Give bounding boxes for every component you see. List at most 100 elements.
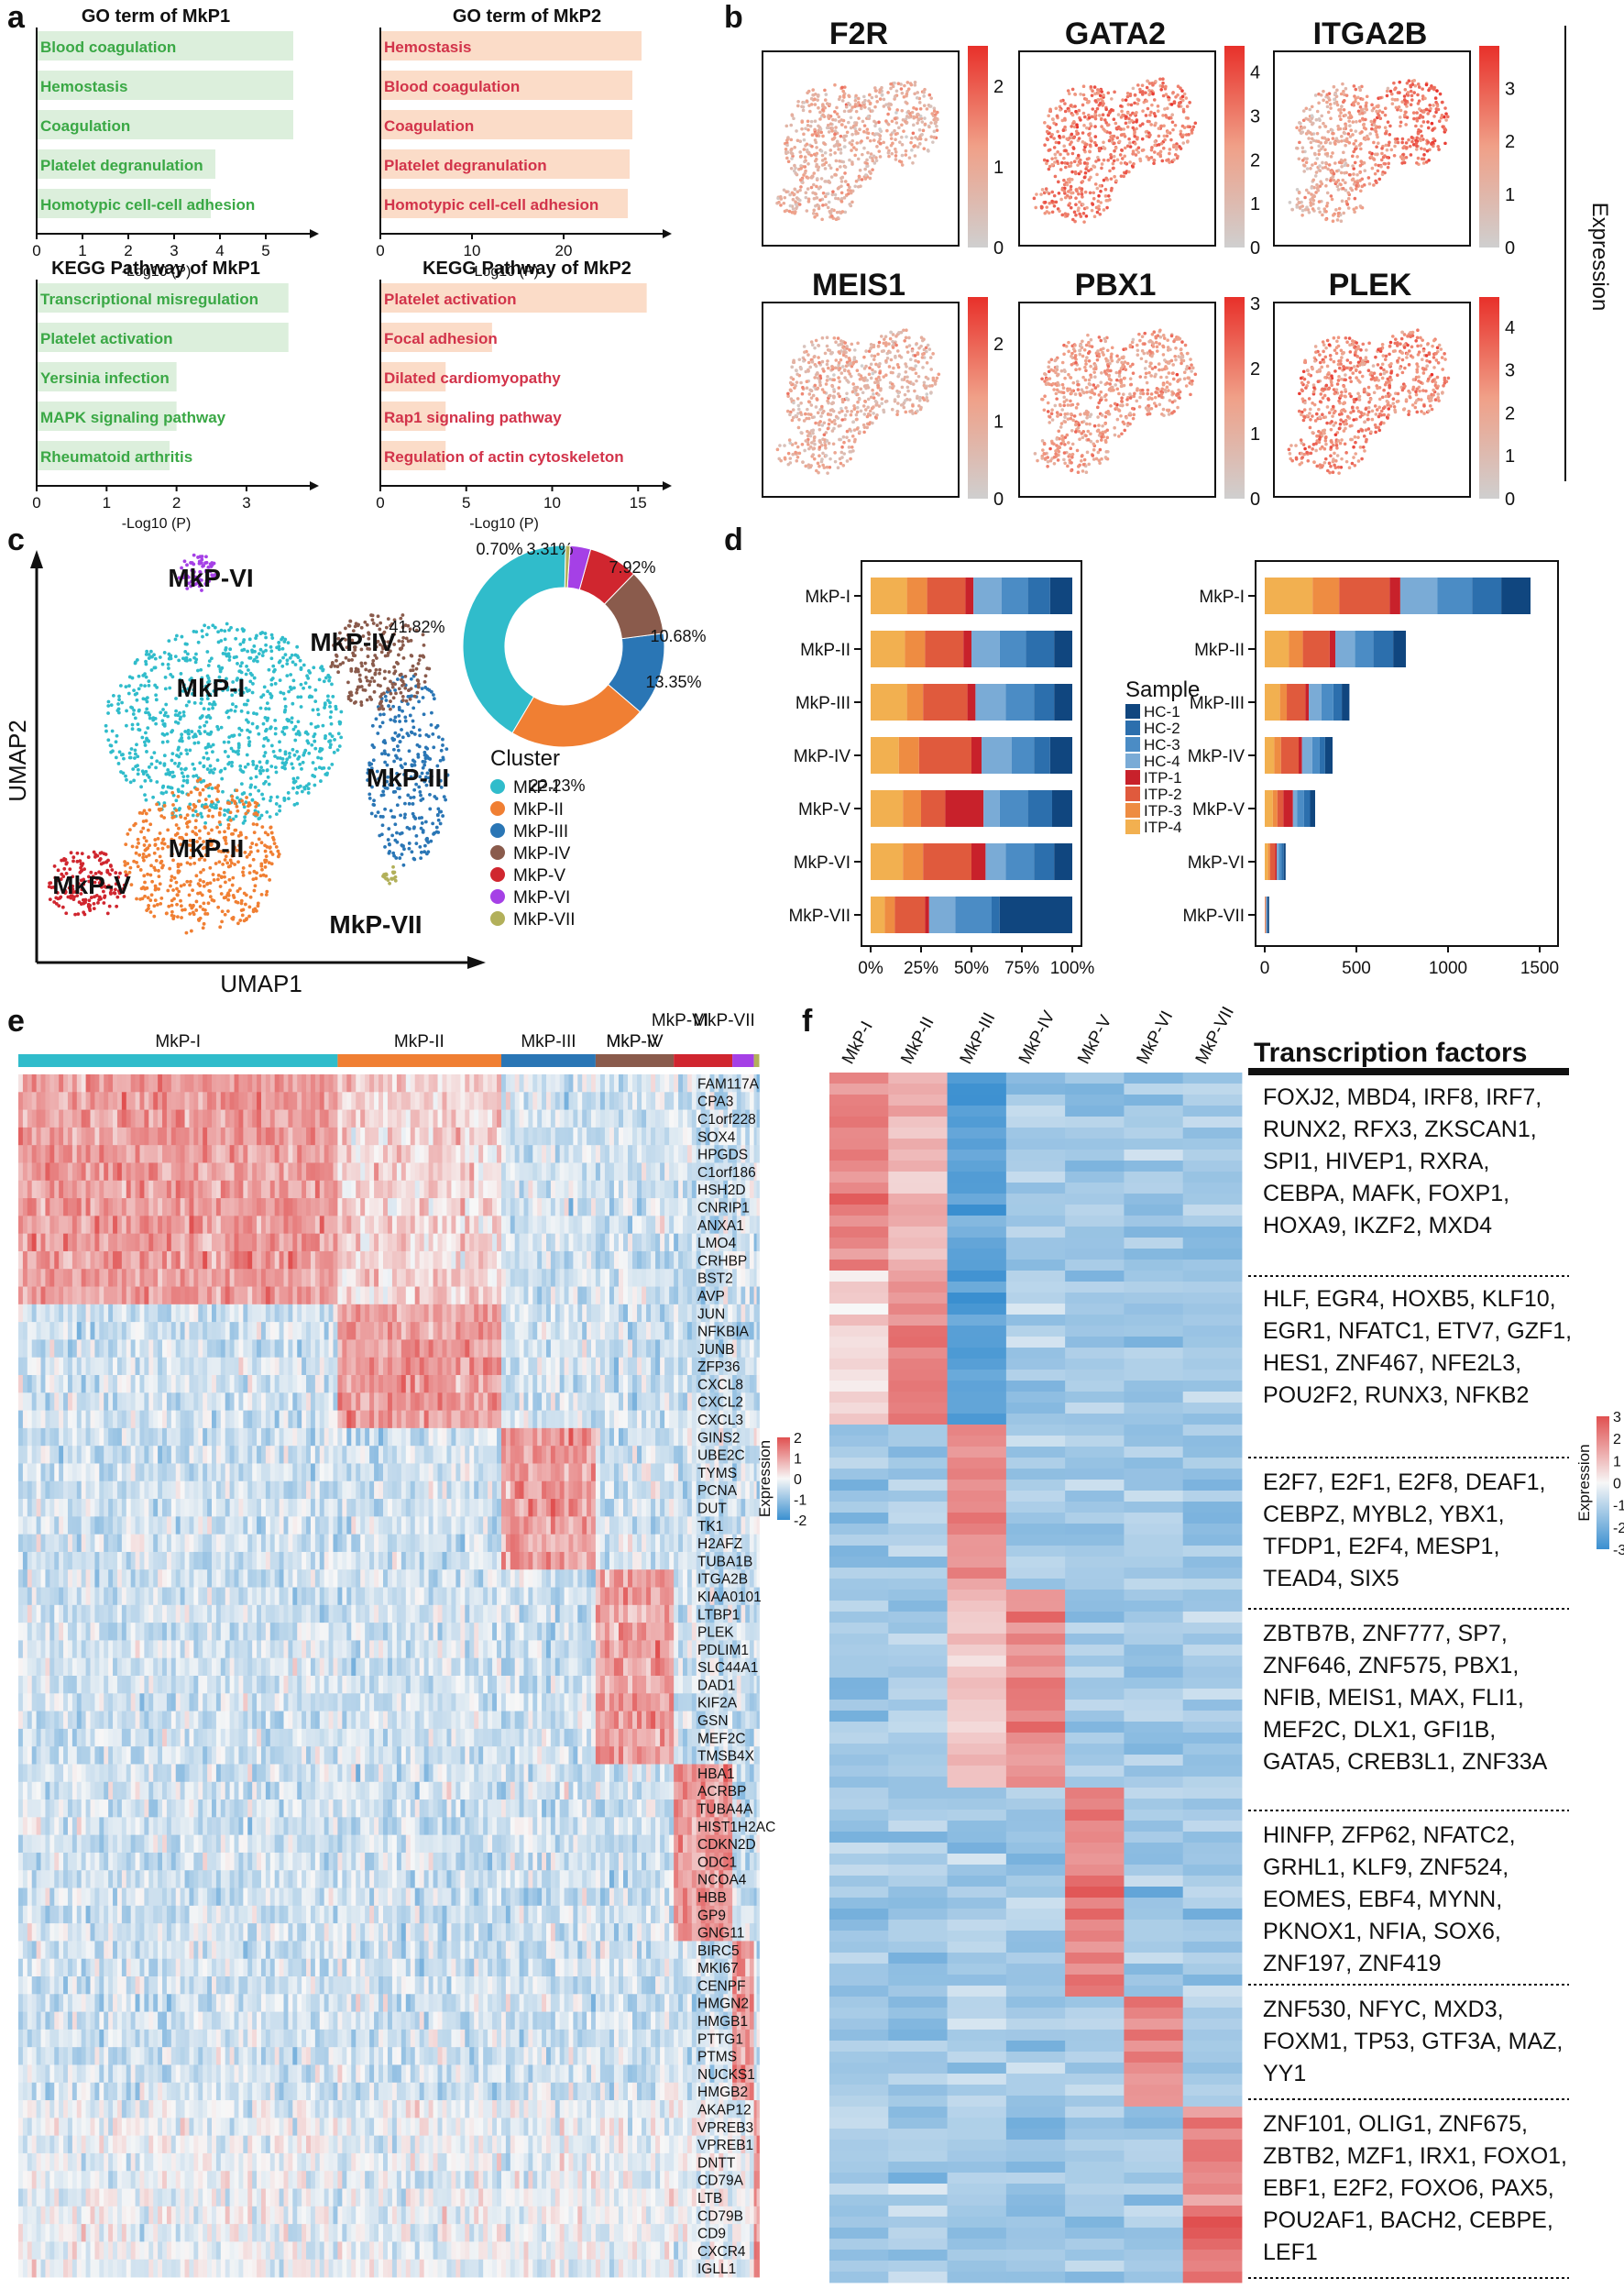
cell-point [1068,165,1071,169]
cell-point [313,699,317,703]
cell-point [1429,404,1432,408]
cell-point [1074,196,1078,200]
cell-point [1354,197,1357,201]
cell-point [1322,396,1325,400]
cell-point [806,380,809,383]
cell-point [914,83,917,87]
cell-point [1144,91,1147,94]
cell-point [904,362,907,366]
cell-point [846,410,850,413]
cell-point [1427,89,1431,93]
cell-point [302,761,305,765]
cell-point [164,703,168,707]
colorbar-tick: 3 [1505,361,1515,381]
cell-point [838,380,841,383]
cell-point [159,710,162,714]
cell-point [1400,141,1404,145]
cell-point [1150,355,1154,358]
cell-point [1132,371,1136,375]
cell-point [1074,424,1078,427]
cell-point [806,142,809,146]
cell-point [784,457,787,461]
cell-point [816,98,819,102]
cell-point [1144,367,1147,370]
cell-point [1414,339,1418,343]
cell-point [1319,392,1322,396]
cell-point [1085,344,1089,347]
cell-point [1062,145,1066,149]
cell-point [211,623,214,627]
cell-point [187,736,191,740]
cell-point [294,725,298,729]
cell-point [1310,193,1313,196]
cell-point [813,153,817,157]
cell-point [1418,107,1421,111]
umap-y-label: UMAP2 [4,720,31,802]
cell-point [196,669,200,673]
cell-point [936,377,939,380]
cell-point [203,730,207,733]
cell-point [1332,175,1335,179]
cell-point [1381,395,1385,399]
cell-point [838,361,841,365]
cell-point [1089,192,1092,195]
cell-point [1050,157,1054,160]
cell-point [807,187,810,191]
cell-point [1083,161,1087,165]
cell-point [811,133,815,137]
cell-point [1039,193,1043,196]
cell-point [786,150,790,154]
cell-point [1147,340,1151,344]
cell-point [1086,334,1090,337]
cell-point [1321,161,1324,165]
cell-point [919,345,923,348]
cell-point [144,698,148,701]
x-tick-label: 0 [376,494,384,512]
cell-point [850,446,854,449]
cell-point [1384,358,1388,361]
cell-point [1329,116,1333,120]
cell-point [1388,345,1392,348]
cell-point [225,622,229,626]
cell-point [1338,427,1342,431]
cell-point [1406,335,1410,338]
cell-point [279,749,282,753]
cell-point [1048,109,1052,113]
cell-point [1149,123,1153,127]
cell-point [1180,362,1183,366]
bar-label: Hemostasis [384,39,471,56]
colorbar-tick: 0 [993,490,1004,510]
cell-point [850,343,853,347]
cell-point [1073,160,1077,163]
cell-point [1410,90,1413,94]
cell-point [1093,215,1097,218]
cell-point [883,337,886,341]
cell-point [1420,344,1423,347]
cell-point [1336,104,1340,107]
cell-point [900,123,904,127]
cell-point [1104,393,1108,397]
umap-x-arrow [467,956,486,969]
cell-point [1175,148,1179,151]
cell-point [1367,393,1371,397]
cell-point [145,707,148,710]
cell-point [856,369,860,372]
cell-point [839,184,843,188]
cell-point [814,93,817,96]
feature-plot-f2r: F2R012 [763,17,1004,259]
cell-point [1387,407,1390,411]
cell-point [912,116,916,120]
gene-title: MEIS1 [812,268,905,303]
cell-point [1326,405,1330,409]
cell-point [803,148,807,151]
cell-point [890,358,894,362]
cell-point [1162,346,1166,349]
cell-point [850,127,853,130]
cell-point [1323,388,1327,391]
cell-point [1425,160,1429,164]
cell-point [1416,336,1420,340]
colorbar-tick: 2 [993,77,1004,97]
cell-point [260,631,264,634]
cell-point [109,743,113,747]
cell-point [1344,114,1347,117]
